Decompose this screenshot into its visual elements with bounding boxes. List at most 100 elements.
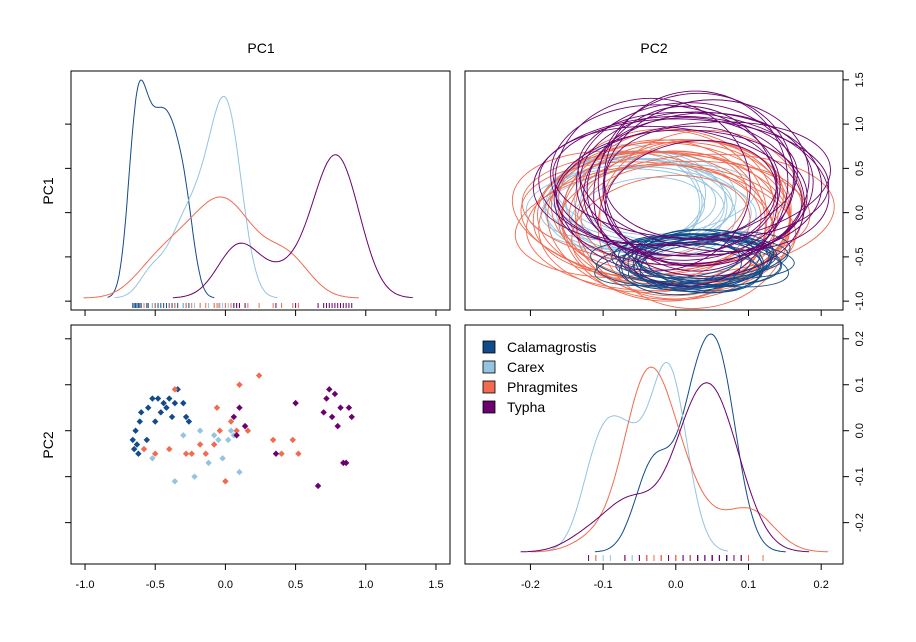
ellipse-phragmites — [532, 139, 784, 277]
scatter-point-typha — [342, 459, 350, 467]
scatter-point-typha — [236, 404, 243, 411]
legend-label-calamagrostis: Calamagrostis — [507, 339, 596, 355]
y-tick-label: -0.5 — [854, 247, 866, 266]
scatter-point-calamagrostis — [171, 399, 179, 407]
scatter-point-carex — [149, 455, 156, 462]
row-title-pc1: PC1 — [40, 177, 56, 204]
ellipse-calamagrostis — [632, 229, 761, 289]
y-tick-label: 1.0 — [854, 116, 866, 131]
scatter-point-phragmites — [216, 427, 223, 434]
ellipse-typha — [576, 102, 796, 261]
density-curve-pc1-carex — [114, 96, 278, 299]
scatter-point-typha — [326, 386, 333, 393]
panel-frame-tl — [70, 70, 451, 311]
scatter-point-phragmites — [222, 478, 229, 485]
scatter-point-calamagrostis — [135, 450, 142, 457]
x-tick-label: 0.2 — [814, 579, 829, 591]
scatter-point-calamagrostis — [180, 399, 187, 407]
legend-swatch-typha — [482, 400, 496, 414]
legend-label-carex: Carex — [507, 359, 544, 375]
y-tick-label: 0.1 — [854, 377, 866, 392]
panel-frame-bl — [70, 324, 451, 565]
legend-label-typha: Typha — [507, 399, 545, 415]
scatter-point-phragmites — [152, 450, 159, 457]
y-tick-label: 0.0 — [854, 205, 866, 220]
ellipse-typha — [579, 111, 823, 256]
scatter-point-calamagrostis — [152, 418, 159, 425]
scatter-point-typha — [230, 413, 238, 421]
scatter-point-carex — [215, 436, 222, 444]
legend-swatch-carex — [482, 360, 496, 374]
scatter-point-phragmites — [233, 427, 240, 434]
scatter-point-typha — [241, 422, 249, 430]
scatter-point-phragmites — [210, 441, 218, 448]
scatter-point-phragmites — [166, 445, 173, 453]
scatter-point-carex — [210, 432, 218, 439]
scatter-point-typha — [292, 399, 299, 407]
density-curve-pc2-carex — [543, 361, 728, 552]
density-curve-pc2-calamagrostis — [594, 333, 786, 553]
y-tick-label: 0.0 — [854, 423, 866, 438]
legend-swatch-phragmites — [482, 380, 496, 394]
x-tick-label: 0.0 — [218, 579, 233, 591]
scatter-point-carex — [225, 436, 232, 444]
scatter-point-phragmites — [182, 450, 190, 457]
scatter-point-phragmites — [289, 436, 296, 444]
scatter-point-calamagrostis — [129, 436, 136, 444]
ellipse-typha — [552, 118, 830, 241]
scatter-point-calamagrostis — [154, 395, 162, 402]
scatter-point-calamagrostis — [182, 413, 190, 421]
scatter-point-calamagrostis — [130, 445, 138, 453]
legend-swatch-calamagrostis — [482, 340, 496, 354]
scatter-point-phragmites — [213, 404, 221, 411]
ellipse-calamagrostis — [622, 238, 782, 288]
ellipse-typha — [550, 104, 781, 257]
scatter-point-typha — [272, 450, 280, 457]
ellipse-typha — [603, 90, 789, 272]
scatter-point-calamagrostis — [145, 404, 152, 411]
x-tick-label: -0.1 — [594, 579, 613, 591]
x-tick-label: 0.5 — [288, 579, 303, 591]
y-tick-label: 0.2 — [854, 331, 866, 346]
scatter-point-calamagrostis — [137, 409, 145, 416]
panel-frame-br — [464, 324, 844, 565]
scatter-point-typha — [334, 422, 341, 430]
scatter-point-phragmites — [227, 418, 235, 425]
ellipse-typha — [604, 125, 778, 240]
y-tick-label: -0.1 — [854, 467, 866, 486]
y-tick-label: 0.5 — [854, 161, 866, 176]
ellipse-typha — [538, 125, 803, 257]
ellipse-typha — [555, 121, 831, 247]
density-curve-pc1-typha — [172, 154, 413, 299]
panel-frame-tr — [464, 70, 844, 311]
scatter-point-phragmites — [295, 450, 302, 457]
x-tick-label: 1.0 — [358, 579, 373, 591]
scatter-point-phragmites — [255, 372, 263, 379]
scatter-point-calamagrostis — [185, 418, 193, 425]
ellipse-typha — [577, 111, 830, 252]
y-tick-label: -1.0 — [854, 292, 866, 311]
scatter-point-carex — [171, 478, 179, 485]
scatter-point-phragmites — [188, 450, 195, 457]
scatter-point-typha — [233, 432, 240, 439]
scatter-point-typha — [345, 404, 353, 411]
density-curve-pc2-phragmites — [530, 366, 829, 553]
scatter-point-typha — [320, 409, 327, 416]
x-tick-label: -0.2 — [521, 579, 540, 591]
scatter-point-carex — [191, 473, 198, 480]
col-title-pc1: PC1 — [247, 40, 274, 56]
legend-label-phragmites: Phragmites — [507, 379, 578, 395]
scatter-point-typha — [323, 395, 330, 402]
ellipse-phragmites — [568, 150, 748, 260]
density-curve-pc1-phragmites — [83, 196, 359, 299]
scatter-point-carex — [196, 427, 204, 434]
scatter-point-phragmites — [244, 427, 252, 434]
density-curve-pc2-typha — [520, 382, 810, 553]
x-tick-label: 1.5 — [428, 579, 443, 591]
y-tick-label: -0.2 — [854, 513, 866, 532]
ellipse-phragmites — [574, 130, 768, 300]
scatter-point-calamagrostis — [133, 441, 141, 448]
x-tick-label: 0.1 — [741, 579, 756, 591]
scatter-point-typha — [328, 413, 336, 421]
